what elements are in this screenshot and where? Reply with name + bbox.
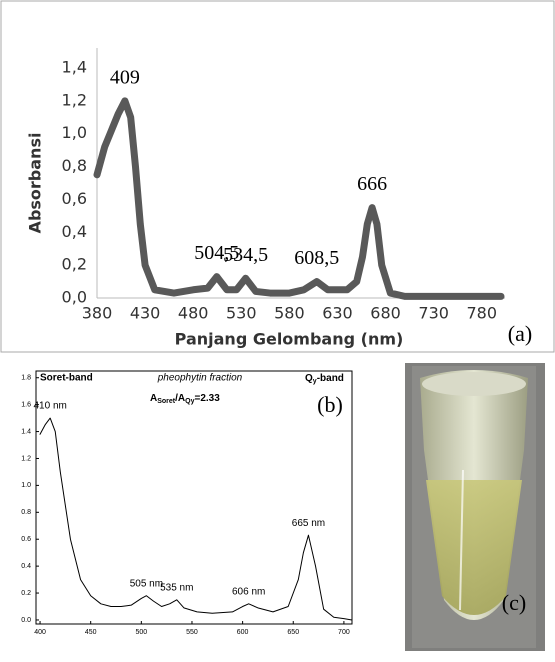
x-axis-label: Panjang Gelombang (nm) xyxy=(175,330,404,349)
y-tick-label: 0.2 xyxy=(21,590,31,597)
y-tick-label: 1.8 xyxy=(21,375,31,382)
y-tick-label: 0,6 xyxy=(62,189,87,208)
peak-label: 665 nm xyxy=(292,518,325,529)
x-tick-label: 530 xyxy=(226,304,257,323)
annotation: y xyxy=(313,378,317,385)
y-tick-label: 1,4 xyxy=(62,58,87,77)
peak-label: 666 xyxy=(357,173,387,195)
x-tick-label: 500 xyxy=(135,629,147,636)
y-axis-label: Absorbansi xyxy=(26,133,45,234)
x-tick-label: 430 xyxy=(130,304,161,323)
annotation: Soret xyxy=(157,398,176,405)
peak-label: 608,5 xyxy=(294,247,339,269)
y-tick-label: 0,0 xyxy=(62,288,87,307)
annotation: Qy-band xyxy=(305,373,344,385)
annotation: -band xyxy=(317,373,344,384)
y-tick-label: 0,4 xyxy=(62,222,87,241)
peak-label: 534,5 xyxy=(223,244,268,266)
y-tick-label: 0,2 xyxy=(62,255,87,274)
plot-frame xyxy=(35,370,353,625)
peak-label: 505 nm xyxy=(130,578,163,589)
x-tick-label: 680 xyxy=(370,304,401,323)
annotation: /A xyxy=(175,393,185,404)
panel-label: (b) xyxy=(317,392,343,417)
data-line xyxy=(93,97,505,300)
annotation: Soret-band xyxy=(40,373,93,384)
annotation: =2.33 xyxy=(194,393,220,404)
x-tick-label: 630 xyxy=(322,304,353,323)
y-tick-label: 0.0 xyxy=(21,617,31,624)
peak-label: 504,5 xyxy=(194,242,239,264)
x-tick-label: 650 xyxy=(287,629,299,636)
x-tick-label: 380 xyxy=(82,304,113,323)
y-tick-label: 1.0 xyxy=(21,482,31,489)
y-tick-label: 1,2 xyxy=(62,90,87,109)
x-tick-label: 600 xyxy=(237,629,249,636)
peak-label: 410 nm xyxy=(33,401,66,412)
x-tick-label: 450 xyxy=(85,629,97,636)
peak-label: 606 nm xyxy=(232,586,265,597)
y-tick-label: 1.4 xyxy=(21,428,31,435)
annotation: Q xyxy=(305,373,313,384)
y-tick-label: 1,0 xyxy=(62,123,87,142)
y-tick-label: 1.6 xyxy=(21,401,31,408)
peak-label: 535 nm xyxy=(160,582,193,593)
photo xyxy=(405,363,545,651)
x-tick-label: 700 xyxy=(338,629,350,636)
x-tick-label: 400 xyxy=(34,629,46,636)
y-tick-label: 0.8 xyxy=(21,509,31,516)
x-tick-label: 480 xyxy=(178,304,209,323)
panel-label: (a) xyxy=(508,321,532,346)
annotation: A xyxy=(150,393,157,404)
x-tick-label: 580 xyxy=(274,304,305,323)
annotation: pheophytin fraction xyxy=(157,373,243,384)
y-tick-label: 0.6 xyxy=(21,536,31,543)
panel-label: (c) xyxy=(502,590,526,615)
x-tick-label: 550 xyxy=(186,629,198,636)
y-tick-label: 0,8 xyxy=(62,156,87,175)
peak-label: 409 xyxy=(110,66,140,88)
y-tick-label: 0.4 xyxy=(21,563,31,570)
panel-a-frame xyxy=(0,0,555,353)
x-tick-label: 780 xyxy=(466,304,497,323)
annotation: ASoret/AQy=2.33 xyxy=(150,393,220,405)
annotation: Qy xyxy=(185,398,194,405)
data-line xyxy=(39,417,353,621)
y-tick-label: 1.2 xyxy=(21,455,31,462)
x-tick-label: 730 xyxy=(418,304,449,323)
